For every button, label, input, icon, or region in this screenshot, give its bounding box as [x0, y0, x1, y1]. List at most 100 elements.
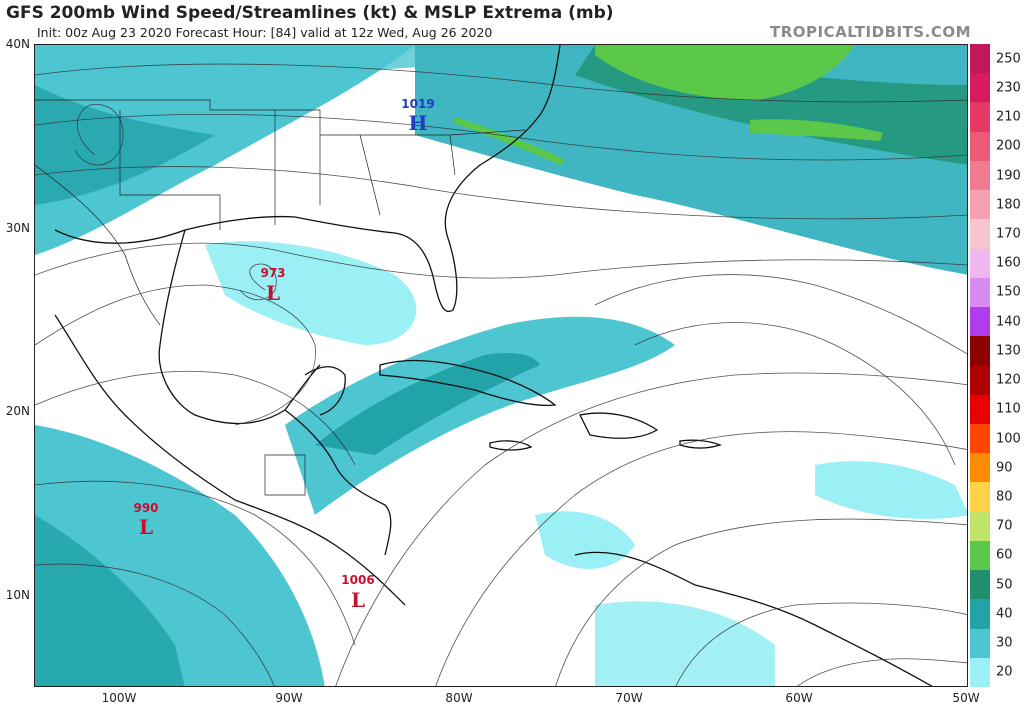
colorbar-tick-label: 200 [996, 138, 1021, 154]
colorbar-segment [970, 540, 990, 571]
colorbar-tick-label: 90 [996, 460, 1013, 476]
colorbar-tick-label: 50 [996, 577, 1013, 593]
atlantic-patch [815, 461, 967, 519]
streamlines [35, 63, 967, 686]
colorbar-tick-label: 250 [996, 51, 1021, 67]
colorbar-segment [970, 102, 990, 133]
colorbar-segment [970, 44, 990, 74]
border-texas [119, 110, 221, 230]
coastlines [54, 45, 933, 686]
site-credit: TROPICALTIDBITS.COM [770, 23, 971, 41]
streamline [634, 322, 956, 466]
us-gulf-coast [54, 45, 561, 312]
south-east-patch [595, 601, 775, 686]
hispaniola [579, 412, 659, 439]
border-ar [210, 109, 321, 205]
colorbar-tick-label: 110 [996, 401, 1021, 417]
colorbar-segment [970, 657, 990, 688]
south-patch [535, 511, 635, 569]
colorbar-tick-label: 140 [996, 314, 1021, 330]
colorbar-tick-label: 120 [996, 372, 1021, 388]
border-guatemala [264, 454, 306, 496]
colorbar-segment [970, 599, 990, 630]
colorbar-tick-label: 100 [996, 431, 1021, 447]
colorbar-tick-label: 170 [996, 226, 1021, 242]
streamline [74, 103, 124, 166]
border-ok [35, 99, 211, 110]
lat-label-10n: 10N [5, 588, 30, 602]
colorbar-tick-label: 60 [996, 547, 1013, 563]
colorbar-tick-label: 130 [996, 343, 1021, 359]
lon-label-100w: 100W [101, 691, 137, 705]
high-pressure-marker: H [408, 111, 428, 135]
border-ms-al [274, 110, 381, 225]
colorbar-segment [970, 160, 990, 191]
yucatan [304, 366, 346, 416]
streamline [35, 166, 967, 220]
colorbar-tick-label: 210 [996, 109, 1021, 125]
west-jet-core [35, 85, 215, 205]
colorbar-segment [970, 423, 990, 454]
lon-label-60w: 60W [785, 691, 813, 705]
lon-label-70w: 70W [615, 691, 643, 705]
central-america-coast [284, 409, 392, 556]
wind-speed-shading [35, 45, 967, 686]
south-america-coast [574, 551, 933, 686]
caribbean-jet-core [315, 353, 540, 455]
streamline [35, 370, 356, 466]
colorbar-tick-label: 40 [996, 606, 1013, 622]
colorbar-tick-label: 70 [996, 518, 1013, 534]
streamline [239, 263, 277, 301]
west-jet [35, 45, 415, 255]
jet-core-green [595, 45, 855, 100]
lat-label-20n: 20N [5, 404, 30, 418]
high-pressure-value: 1019 [401, 97, 435, 111]
streamline [335, 372, 967, 686]
colorbar-segment [970, 277, 990, 308]
map-canvas [35, 45, 967, 686]
colorbar-segment [970, 482, 990, 513]
puerto-rico [679, 439, 722, 449]
colorbar-tick-label: 160 [996, 255, 1021, 271]
streamline [555, 518, 967, 686]
colorbar-segment [970, 511, 990, 542]
jamaica [489, 440, 533, 451]
colorbar-segment [970, 131, 990, 162]
colorbar-segment [970, 570, 990, 600]
low-pressure-value-central-america: 1006 [341, 573, 375, 587]
low-pressure-marker-epac: L [138, 515, 154, 539]
gulf-speed-max [205, 241, 417, 345]
jet-streak-se [453, 117, 565, 165]
colorbar-segment [970, 219, 990, 250]
lat-label-40n: 40N [5, 37, 30, 51]
low-pressure-marker-central-america: L [350, 588, 366, 612]
low-pressure-marker-gulf: L [265, 281, 281, 305]
colorbar-tick-label: 190 [996, 168, 1021, 184]
low-pressure-value-gulf: 973 [260, 266, 286, 280]
mexico-pacific-coast [54, 314, 406, 606]
lat-label-30n: 30N [5, 221, 30, 235]
colorbar-segment [970, 453, 990, 483]
cuba [379, 359, 557, 406]
border-nc [449, 129, 526, 136]
streamline [35, 480, 356, 646]
map-panel [34, 44, 968, 687]
streamline [797, 658, 967, 686]
colorbar-segment [970, 336, 990, 366]
map-subtitle: Init: 00z Aug 23 2020 Forecast Hour: [84… [37, 25, 493, 40]
colorbar-tick-label: 30 [996, 635, 1013, 651]
streamline [35, 284, 316, 426]
streamline [35, 113, 967, 161]
low-pressure-value-epac: 990 [133, 501, 159, 515]
caribbean-jet [285, 316, 675, 515]
lon-label-80w: 80W [445, 691, 473, 705]
wind-speed-colorbar [970, 44, 990, 688]
streamline [35, 563, 275, 686]
streamline [35, 242, 967, 279]
colorbar-tick-label: 150 [996, 284, 1021, 300]
colorbar-tick-label: 180 [996, 197, 1021, 213]
map-title: GFS 200mb Wind Speed/Streamlines (kt) & … [6, 3, 614, 23]
colorbar-segment [970, 73, 990, 103]
colorbar-tick-label: 20 [996, 664, 1013, 680]
colorbar-tick-label: 230 [996, 80, 1021, 96]
